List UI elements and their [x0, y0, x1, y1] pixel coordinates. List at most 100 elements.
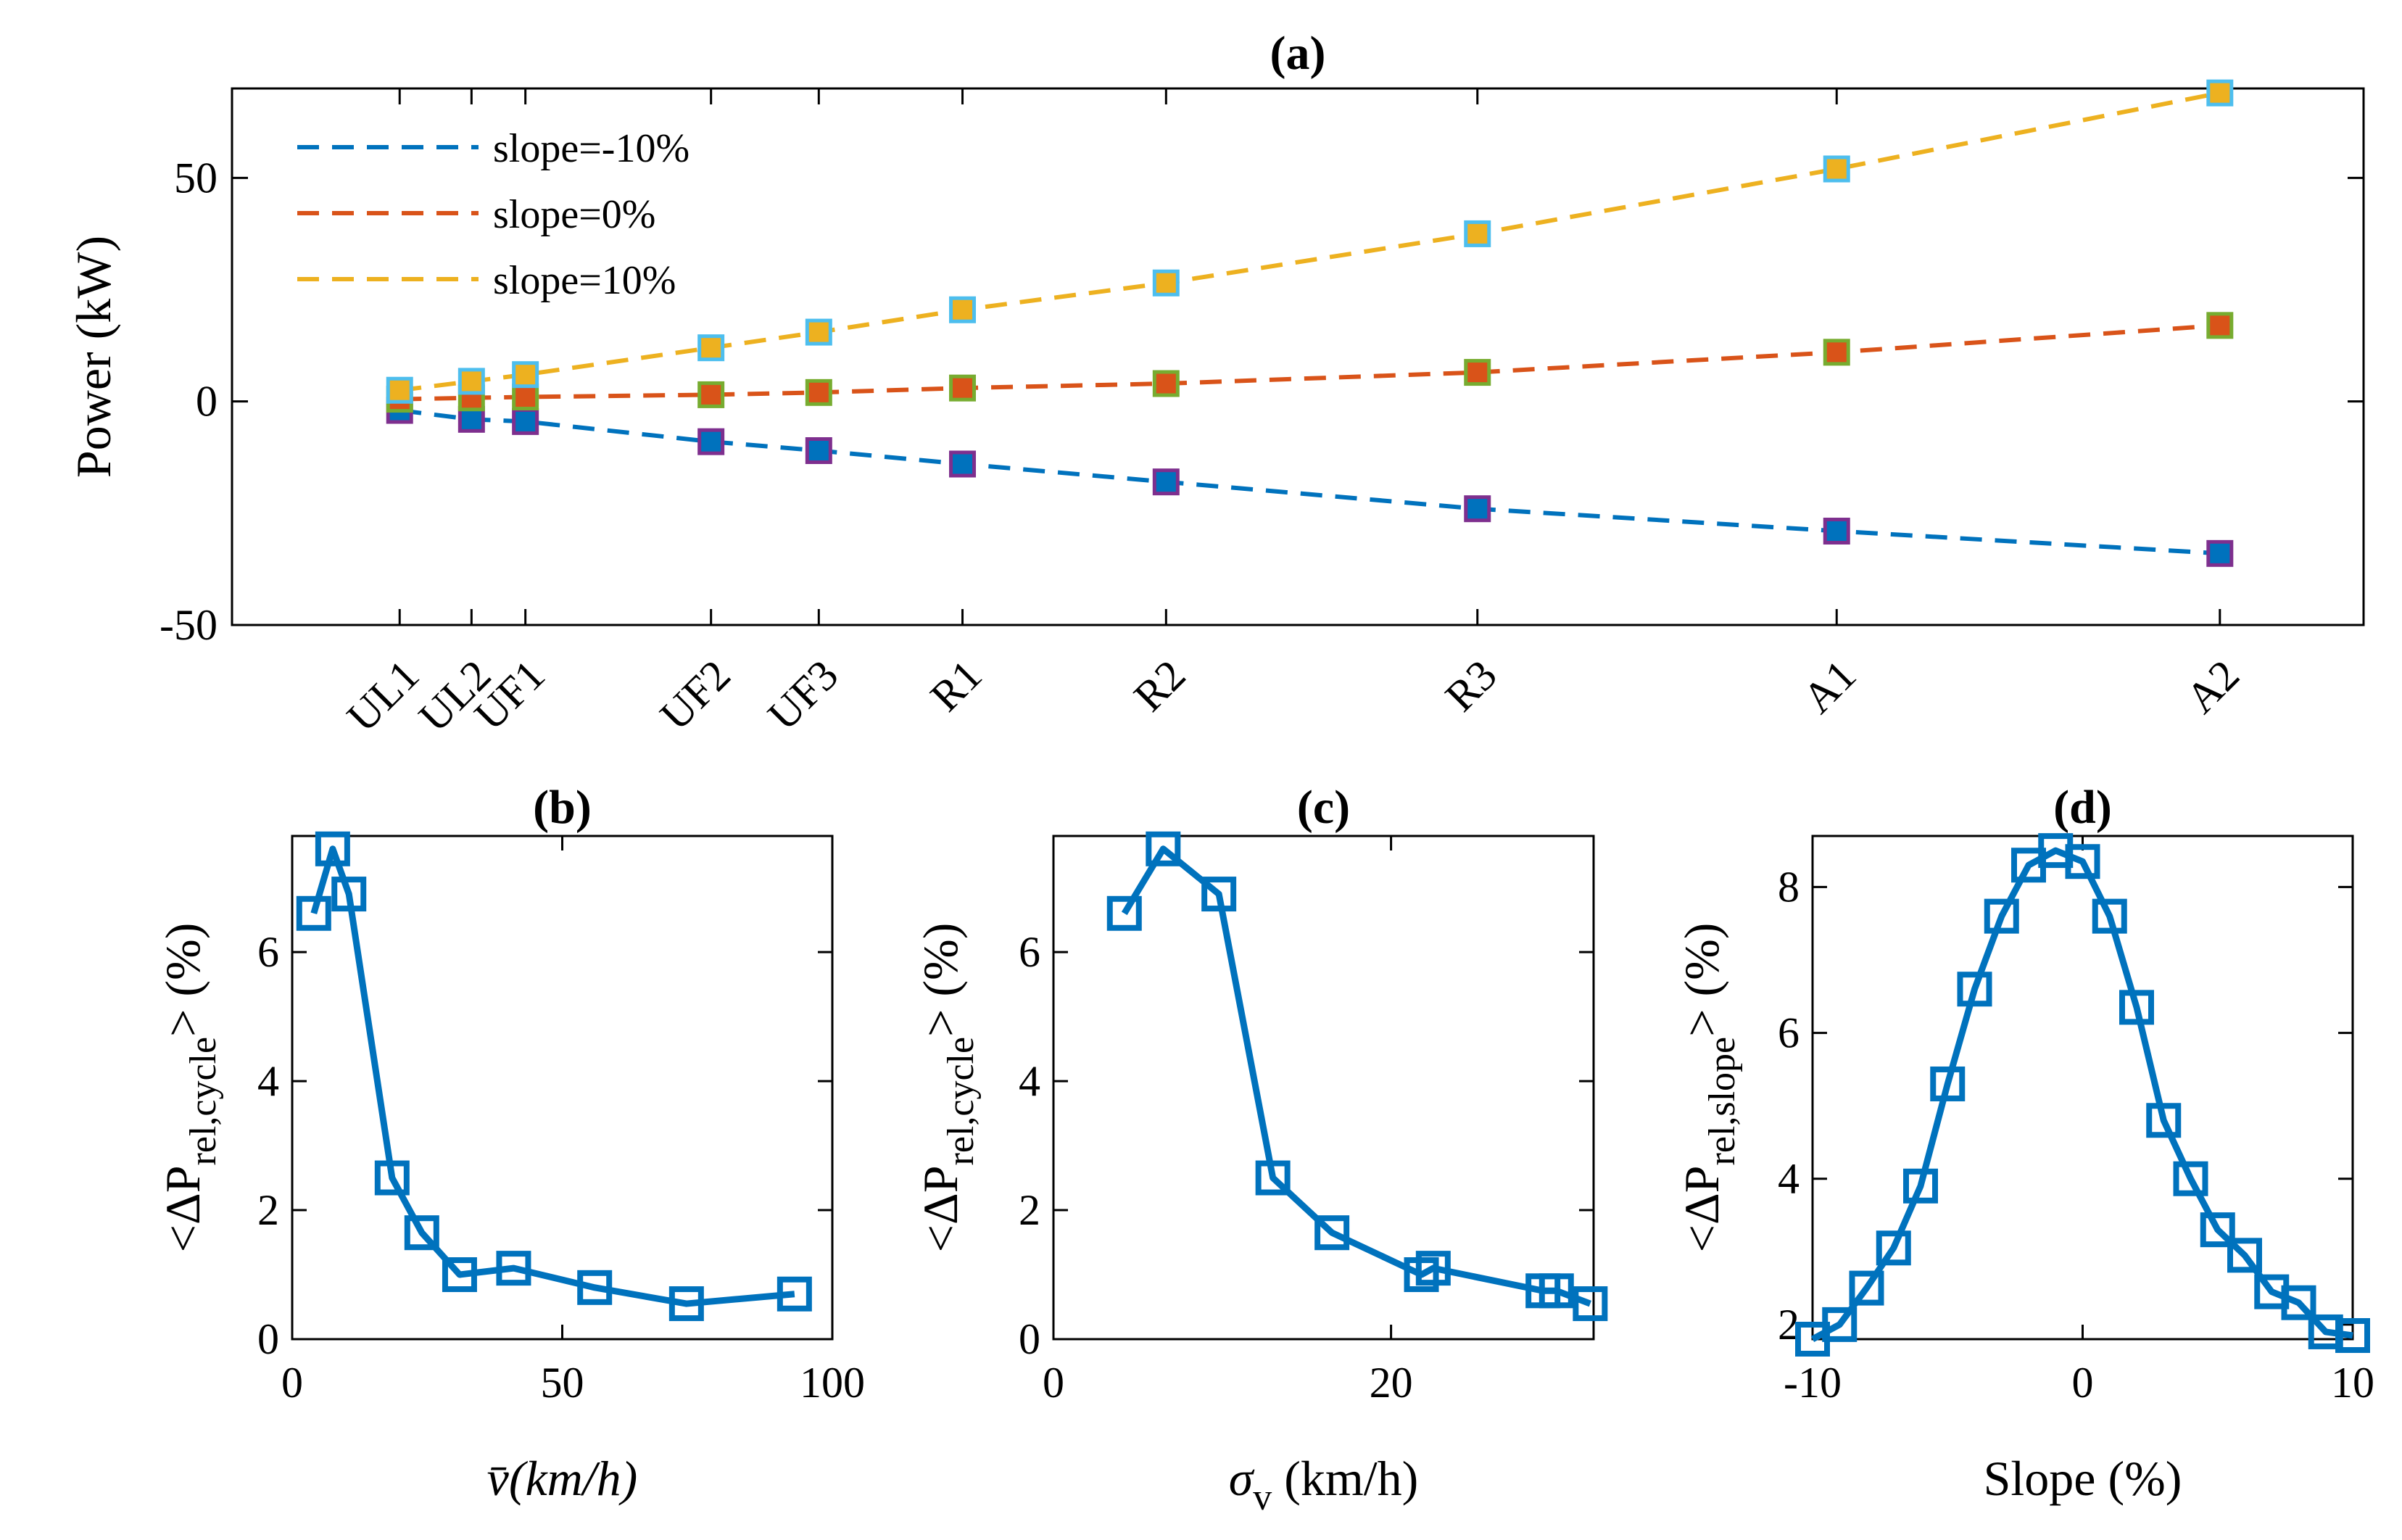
data-point-slope=-10% — [457, 405, 485, 433]
ylabel-tail: > (%) — [1674, 923, 1729, 1037]
panel-c: (c) 0 2 4 6 0 20 <ΔPrel,cycle> (%) σv (km/h) — [913, 781, 1608, 1518]
series-line-slope=0% — [399, 323, 2221, 402]
legend-label: slope=10% — [493, 258, 676, 303]
data-point-c — [1146, 831, 1181, 866]
ylabel-sub: rel,slope — [1702, 1037, 1743, 1166]
data-point-b — [331, 877, 367, 912]
xtick-label-d: 0 — [2072, 1359, 2094, 1407]
series-line-d — [1810, 847, 2353, 1342]
data-point-d — [1903, 1168, 1938, 1204]
data-point-d — [2146, 1103, 2182, 1138]
data-point-d — [1930, 1066, 1966, 1101]
data-point-d — [2281, 1285, 2316, 1320]
data-point-slope=0% — [1823, 339, 1850, 366]
xtick-label-b: 50 — [541, 1359, 584, 1407]
data-point-slope=0% — [949, 374, 977, 402]
data-point-c — [1415, 1251, 1451, 1286]
data-point-b — [577, 1270, 613, 1305]
series-line-slope=-10% — [399, 408, 2220, 556]
ytick-label-c: 6 — [1019, 928, 1040, 976]
xtick-label-a: R1 — [922, 651, 991, 721]
xtick-label-c: 20 — [1370, 1359, 1413, 1407]
data-point-slope=-10% — [949, 450, 977, 478]
ytick-label-d: 4 — [1778, 1155, 1800, 1203]
data-point-slope=0% — [2206, 312, 2234, 339]
data-point-slope=10% — [512, 361, 539, 389]
ytick-label-d: 8 — [1778, 863, 1800, 911]
data-point-slope=10% — [1464, 220, 1491, 247]
data-point-slope=10% — [1823, 155, 1850, 183]
xlabel-b: v̄(km/h) — [487, 1451, 638, 1506]
ylabel-a: Power (kW) — [66, 236, 121, 478]
data-point-b — [496, 1251, 531, 1286]
ytick-label-c: 0 — [1019, 1315, 1040, 1363]
data-point-d — [2119, 990, 2154, 1025]
legend-label: slope=0% — [493, 192, 655, 237]
xtick-label-b: 100 — [800, 1359, 865, 1407]
title-c: (c) — [1297, 781, 1350, 834]
title-d: (d) — [2053, 781, 2112, 834]
ylabel-tail: > (%) — [155, 923, 210, 1037]
data-point-b — [776, 1276, 812, 1312]
ylabel-main: <ΔP — [1674, 1166, 1729, 1253]
ylabel-d: <ΔPrel,slope> (%) — [1674, 923, 1743, 1253]
ylabel-c: <ΔPrel,cycle> (%) — [913, 923, 982, 1253]
title-b: (b) — [533, 781, 592, 834]
plot-frame-c — [1052, 835, 1595, 1341]
data-point-d — [2173, 1161, 2208, 1196]
series-line-c — [1121, 845, 1591, 1307]
data-point-slope=0% — [512, 384, 539, 410]
data-point-slope=10% — [2206, 79, 2234, 107]
data-point-d — [1876, 1230, 1911, 1266]
data-point-slope=-10% — [1823, 518, 1850, 545]
data-point-b — [315, 831, 350, 866]
legend-label: slope=-10% — [493, 126, 689, 171]
xtick-label-c: 0 — [1043, 1359, 1064, 1407]
data-point-slope=0% — [1152, 370, 1180, 397]
ylabel-main: <ΔP — [913, 1165, 968, 1252]
data-point-slope=10% — [386, 376, 413, 404]
ylabel-b: <ΔPrel,cycle> (%) — [155, 923, 224, 1253]
data-point-slope=0% — [805, 378, 832, 406]
ytick-label-d: 6 — [1778, 1009, 1800, 1057]
ytick-label-a: 50 — [174, 154, 218, 202]
data-point-d — [2200, 1212, 2235, 1248]
data-point-slope=-10% — [697, 428, 725, 455]
ylabel-sub: rel,cycle — [183, 1037, 224, 1166]
xtick-label-a: A2 — [2177, 651, 2248, 723]
ylabel-tail: > (%) — [913, 923, 968, 1037]
xlabel-c: σv (km/h) — [1229, 1451, 1419, 1518]
xtick-label-a: A1 — [1794, 651, 1865, 723]
data-point-b — [374, 1160, 410, 1196]
panel-b: (b) 0 2 4 6 0 50 100 <ΔPrel,cycle> (%) v̄(km/h) — [155, 781, 865, 1506]
data-point-d — [1957, 972, 1992, 1007]
data-point-c — [1255, 1160, 1291, 1196]
xtick-label-d: 10 — [2331, 1359, 2374, 1407]
data-point-slope=10% — [1152, 269, 1180, 297]
data-point-slope=10% — [805, 318, 832, 346]
xlabel-tail: (km/h) — [1272, 1451, 1418, 1506]
data-point-slope=-10% — [1152, 468, 1180, 496]
ytick-label-b: 0 — [257, 1315, 279, 1363]
data-point-c — [1538, 1273, 1574, 1309]
xlabel-main: σ — [1229, 1451, 1255, 1506]
xtick-label-a: R2 — [1125, 651, 1194, 721]
xtick-label-b: 0 — [281, 1359, 303, 1407]
data-point-b — [296, 895, 331, 931]
title-a: (a) — [1270, 27, 1326, 80]
data-point-slope=-10% — [1464, 495, 1491, 523]
data-point-b — [442, 1257, 477, 1293]
data-point-slope=-10% — [805, 437, 832, 464]
data-point-slope=-10% — [512, 407, 539, 435]
ytick-label-b: 2 — [257, 1186, 279, 1234]
plot-frame-b — [291, 835, 834, 1341]
ylabel-sub: rel,cycle — [940, 1037, 982, 1166]
series-line-b — [310, 845, 795, 1307]
data-point-d — [2335, 1317, 2370, 1353]
data-point-d — [2227, 1238, 2262, 1273]
xtick-label-d: -10 — [1784, 1359, 1842, 1407]
ytick-label-a: -50 — [160, 601, 218, 649]
ytick-label-a: 0 — [196, 378, 218, 426]
